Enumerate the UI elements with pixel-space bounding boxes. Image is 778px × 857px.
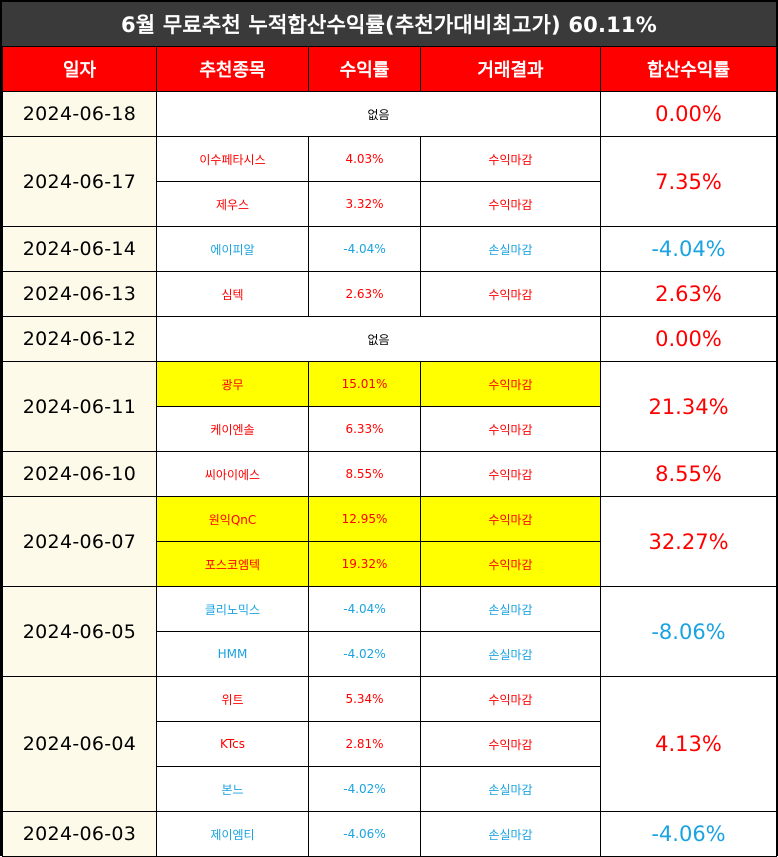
date-cell: 2024-06-14 [2,226,157,272]
return-rate-cell: 5.34% [308,676,421,722]
table-row: KTcs 2.81% 수익마감 [3,721,777,767]
returns-table: 일자 추천종목 수익률 거래결과 합산수익률 2024-06-18 없음 0.00%… [2,46,777,857]
trade-result-cell: 수익마감 [420,406,601,452]
trade-result-cell: 손실마감 [420,226,601,272]
date-cell: 2024-06-05 [2,586,157,677]
return-rate-cell: 2.81% [308,721,421,767]
stock-name-cell: 심텍 [156,271,309,317]
date-cell: 2024-06-03 [2,811,157,857]
return-rate-cell: -4.06% [308,811,421,857]
return-rate-cell: 12.95% [308,496,421,542]
return-rate-cell: -4.04% [308,586,421,632]
table-row: 2024-06-05 클리노믹스 -4.04% 손실마감 -8.06% [2,586,777,677]
trade-result-cell: 손실마감 [420,586,601,632]
table-row: 2024-06-18 없음 0.00% [2,91,777,137]
table-row: 제우스 3.32% 수익마감 [3,181,777,227]
header-total: 합산수익률 [600,46,777,92]
table-row: 케이엔솔 6.33% 수익마감 [3,406,777,452]
return-rate-cell: -4.04% [308,226,421,272]
table-row: HMM -4.02% 손실마감 [3,631,777,677]
trade-result-cell: 손실마감 [420,631,601,677]
stock-name-cell: 광무 [156,361,309,407]
stock-name-cell: KTcs [156,721,309,767]
date-cell: 2024-06-10 [2,451,157,497]
stock-name-cell: HMM [156,631,309,677]
table-row: 2024-06-14 에이피알 -4.04% 손실마감 -4.04% [2,226,777,272]
total-return-cell: -4.04% [600,226,777,272]
table-row: 2024-06-04 위트 5.34% 수익마감 4.13% [2,676,777,812]
total-return-cell: 8.55% [600,451,777,497]
stock-name-cell: 씨아이에스 [156,451,309,497]
total-return-cell: 32.27% [600,496,777,587]
no-pick-cell: 없음 [156,316,601,362]
table-row: 2024-06-03 제이엠티 -4.06% 손실마감 -4.06% [2,811,777,857]
return-rate-cell: 3.32% [308,181,421,227]
stock-name-cell: 포스코엠텍 [156,541,309,587]
return-rate-cell: 15.01% [308,361,421,407]
stock-name-cell: 제이엠티 [156,811,309,857]
stock-name-cell: 제우스 [156,181,309,227]
trade-result-cell: 손실마감 [420,766,601,812]
header-rate: 수익률 [308,46,421,92]
date-cell: 2024-06-12 [2,316,157,362]
stock-name-cell: 케이엔솔 [156,406,309,452]
date-cell: 2024-06-18 [2,91,157,137]
total-return-cell: 0.00% [600,316,777,362]
table-row: 2024-06-11 광무 15.01% 수익마감 21.34% [2,361,777,452]
table-row: 포스코엠텍 19.32% 수익마감 [3,541,777,587]
trade-result-cell: 손실마감 [420,811,601,857]
trade-result-cell: 수익마감 [420,271,601,317]
total-return-cell: 4.13% [600,676,777,812]
trade-result-cell: 수익마감 [420,496,601,542]
total-return-cell: -8.06% [600,586,777,677]
date-cell: 2024-06-17 [2,136,157,227]
date-cell: 2024-06-13 [2,271,157,317]
return-rate-cell: 6.33% [308,406,421,452]
table-body: 2024-06-18 없음 0.00% 2024-06-17 이수페타시스 4.03% 수익… [2,91,777,857]
trade-result-cell: 수익마감 [420,451,601,497]
table-row: 2024-06-17 이수페타시스 4.03% 수익마감 7.35% [2,136,777,227]
total-return-cell: 21.34% [600,361,777,452]
stock-name-cell: 이수페타시스 [156,136,309,182]
total-return-cell: 7.35% [600,136,777,227]
return-rate-cell: 19.32% [308,541,421,587]
header-result: 거래결과 [420,46,601,92]
stock-name-cell: 에이피알 [156,226,309,272]
trade-result-cell: 수익마감 [420,541,601,587]
header-stock: 추천종목 [156,46,309,92]
trade-result-cell: 수익마감 [420,181,601,227]
no-pick-cell: 없음 [156,91,601,137]
total-return-cell: 2.63% [600,271,777,317]
date-cell: 2024-06-11 [2,361,157,452]
stock-name-cell: 원익QnC [156,496,309,542]
return-rate-cell: 8.55% [308,451,421,497]
total-return-cell: 0.00% [600,91,777,137]
table-row: 2024-06-07 원익QnC 12.95% 수익마감 32.27% [2,496,777,587]
trade-result-cell: 수익마감 [420,721,601,767]
stock-name-cell: 클리노믹스 [156,586,309,632]
return-rate-cell: -4.02% [308,631,421,677]
header-row: 일자 추천종목 수익률 거래결과 합산수익률 [2,46,777,92]
table-row: 본느 -4.02% 손실마감 [3,766,777,812]
total-return-cell: -4.06% [600,811,777,857]
table-row: 2024-06-12 없음 0.00% [2,316,777,362]
trade-result-cell: 수익마감 [420,676,601,722]
return-rate-cell: -4.02% [308,766,421,812]
date-cell: 2024-06-04 [2,676,157,812]
table-row: 2024-06-10 씨아이에스 8.55% 수익마감 8.55% [2,451,777,497]
date-cell: 2024-06-07 [2,496,157,587]
return-rate-cell: 2.63% [308,271,421,317]
trade-result-cell: 수익마감 [420,361,601,407]
return-rate-cell: 4.03% [308,136,421,182]
table-row: 2024-06-13 심텍 2.63% 수익마감 2.63% [2,271,777,317]
stock-name-cell: 위트 [156,676,309,722]
trade-result-cell: 수익마감 [420,136,601,182]
stock-name-cell: 본느 [156,766,309,812]
page-title: 6월 무료추천 누적합산수익률(추천가대비최고가) 60.11% [2,2,776,46]
header-date: 일자 [2,46,157,92]
